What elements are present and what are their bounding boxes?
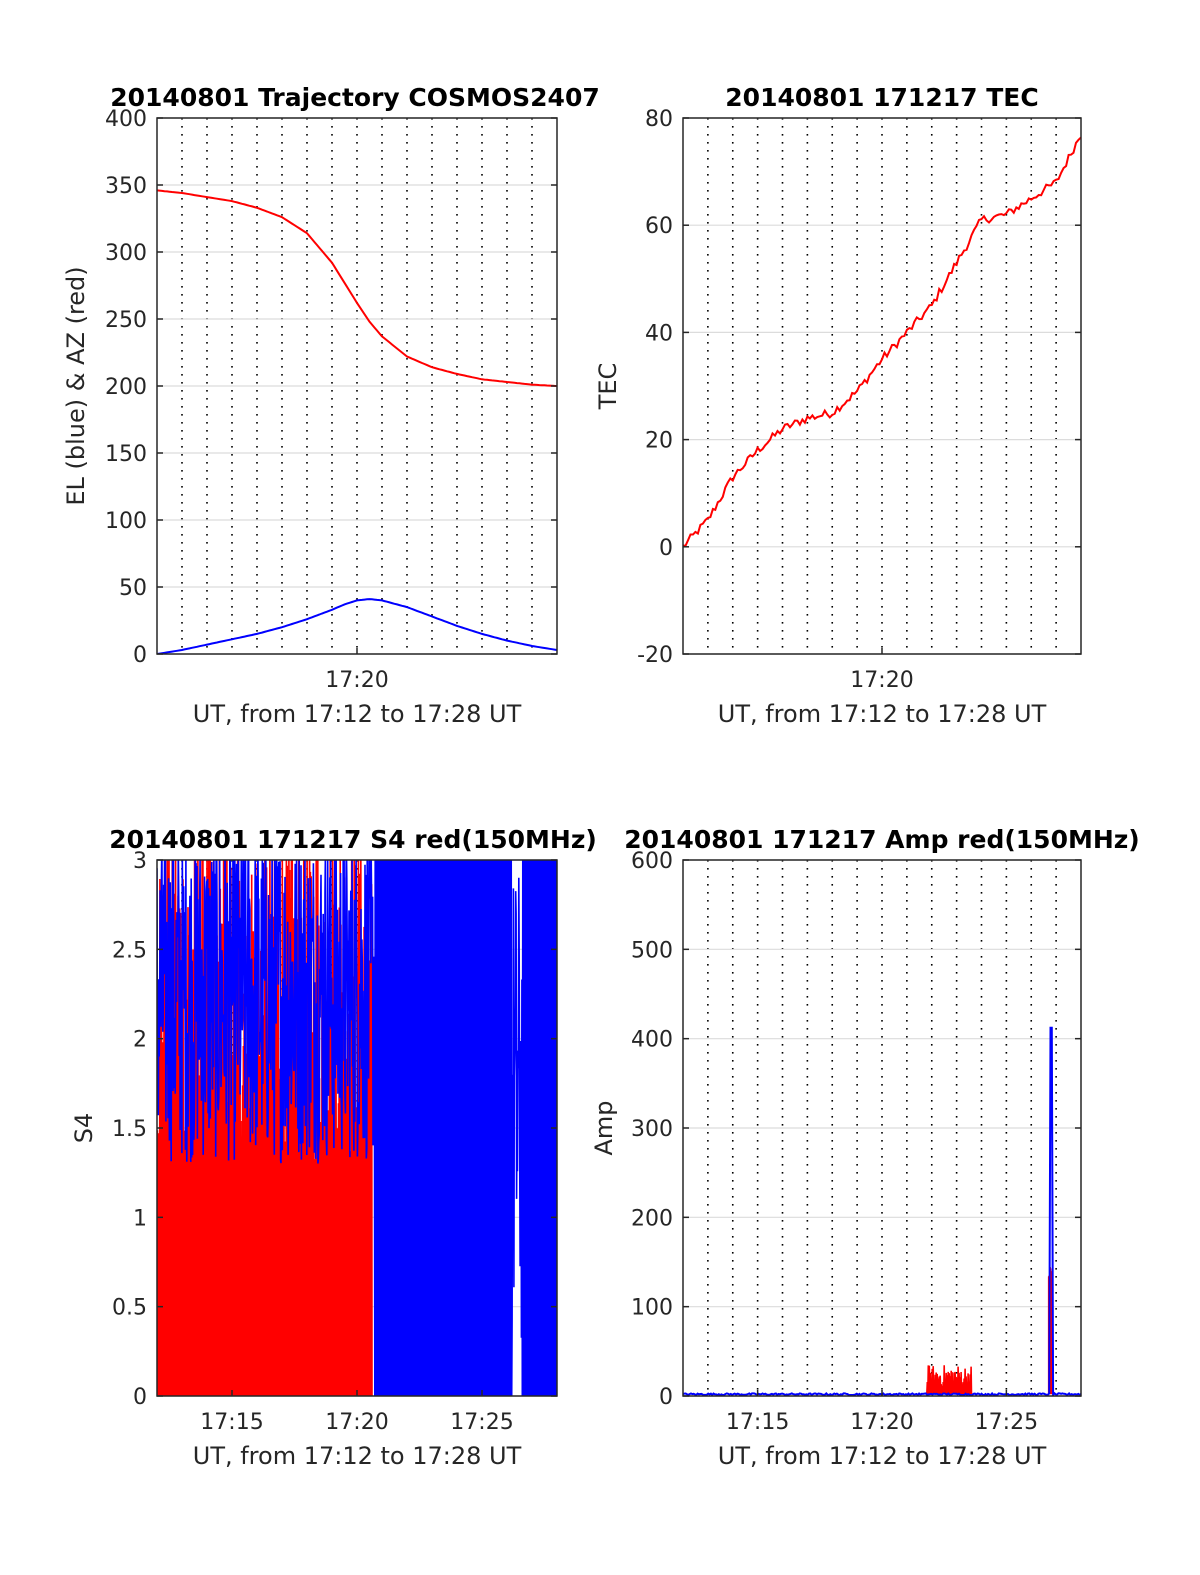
x-tick-label: 17:20 xyxy=(325,1410,388,1435)
y-tick-label: 2.5 xyxy=(112,938,147,963)
subplot-2: -20 0 20 40 60 80 17:20 20140801 171217 TEC UT, … xyxy=(594,83,1082,728)
y-tick-label: 350 xyxy=(105,174,147,199)
y-tick-label: 1 xyxy=(133,1206,147,1231)
y-tick-label: 0 xyxy=(659,536,673,561)
y-tick-label: 50 xyxy=(119,576,147,601)
chart-title: 20140801 171217 TEC xyxy=(725,83,1038,112)
y-axis-label: S4 xyxy=(70,1113,98,1144)
series-line-1 xyxy=(157,189,557,387)
chart-title: 20140801 171217 S4 red(150MHz) xyxy=(109,825,597,854)
y-tick-label: 400 xyxy=(105,107,147,132)
x-tick-label: 17:25 xyxy=(450,1410,513,1435)
y-tick-label: 300 xyxy=(105,241,147,266)
y-tick-label: 0 xyxy=(659,1385,673,1410)
y-tick-label: 80 xyxy=(645,107,673,132)
y-tick-label: 20 xyxy=(645,429,673,454)
x-tick-label: 17:15 xyxy=(200,1410,263,1435)
y-tick-label: 60 xyxy=(645,214,673,239)
x-tick-label: 17:20 xyxy=(850,668,913,693)
y-tick-label: 400 xyxy=(631,1028,673,1053)
y-tick-label: 100 xyxy=(631,1296,673,1321)
x-tick-label: 17:20 xyxy=(850,1410,913,1435)
series-line-2 xyxy=(157,860,557,1396)
y-tick-label: 300 xyxy=(631,1117,673,1142)
y-axis-label: TEC xyxy=(594,363,622,411)
subplot-1: 0 50 100 150 200 250 300 350 400 17:20 20140801 Tr… xyxy=(62,83,600,728)
series-line-1 xyxy=(683,136,1081,547)
series-line-2 xyxy=(157,598,557,654)
subplot-4: 0 100 200 300 400 500 600 17:15 17:20 17:25 201408… xyxy=(590,825,1140,1470)
y-tick-label: 0.5 xyxy=(112,1296,147,1321)
x-axis-label: UT, from 17:12 to 17:28 UT xyxy=(193,700,522,728)
chart-title: 20140801 171217 Amp red(150MHz) xyxy=(624,825,1140,854)
subplot-3: 0 0.5 1 1.5 2 2.5 3 17:15 17:20 17:25 20140801 171… xyxy=(70,825,597,1470)
y-tick-label: 1.5 xyxy=(112,1117,147,1142)
x-tick-label: 17:15 xyxy=(726,1410,789,1435)
x-axis-label: UT, from 17:12 to 17:28 UT xyxy=(718,700,1047,728)
y-tick-label: 100 xyxy=(105,509,147,534)
y-tick-label: 600 xyxy=(631,849,673,874)
x-tick-label: 17:25 xyxy=(975,1410,1038,1435)
y-tick-label: 0 xyxy=(133,643,147,668)
series-group xyxy=(683,136,1081,547)
y-tick-label: 150 xyxy=(105,442,147,467)
y-tick-label: 40 xyxy=(645,321,673,346)
y-tick-label: 250 xyxy=(105,308,147,333)
y-tick-label: 2 xyxy=(133,1028,147,1053)
chart-title: 20140801 Trajectory COSMOS2407 xyxy=(110,83,600,112)
x-axis-label: UT, from 17:12 to 17:28 UT xyxy=(718,1442,1047,1470)
y-tick-label: 3 xyxy=(133,849,147,874)
x-tick-label: 17:20 xyxy=(325,668,388,693)
y-tick-label: 200 xyxy=(631,1206,673,1231)
series-group xyxy=(157,189,557,654)
y-tick-label: 0 xyxy=(133,1385,147,1410)
y-tick-label: 500 xyxy=(631,938,673,963)
y-tick-label: 200 xyxy=(105,375,147,400)
y-tick-label: -20 xyxy=(637,643,673,668)
x-axis-label: UT, from 17:12 to 17:28 UT xyxy=(193,1442,522,1470)
series-burst-1 xyxy=(926,1365,973,1395)
y-axis-label: Amp xyxy=(590,1100,618,1155)
series-group xyxy=(157,860,557,1396)
y-axis-label: EL (blue) & AZ (red) xyxy=(62,266,90,505)
